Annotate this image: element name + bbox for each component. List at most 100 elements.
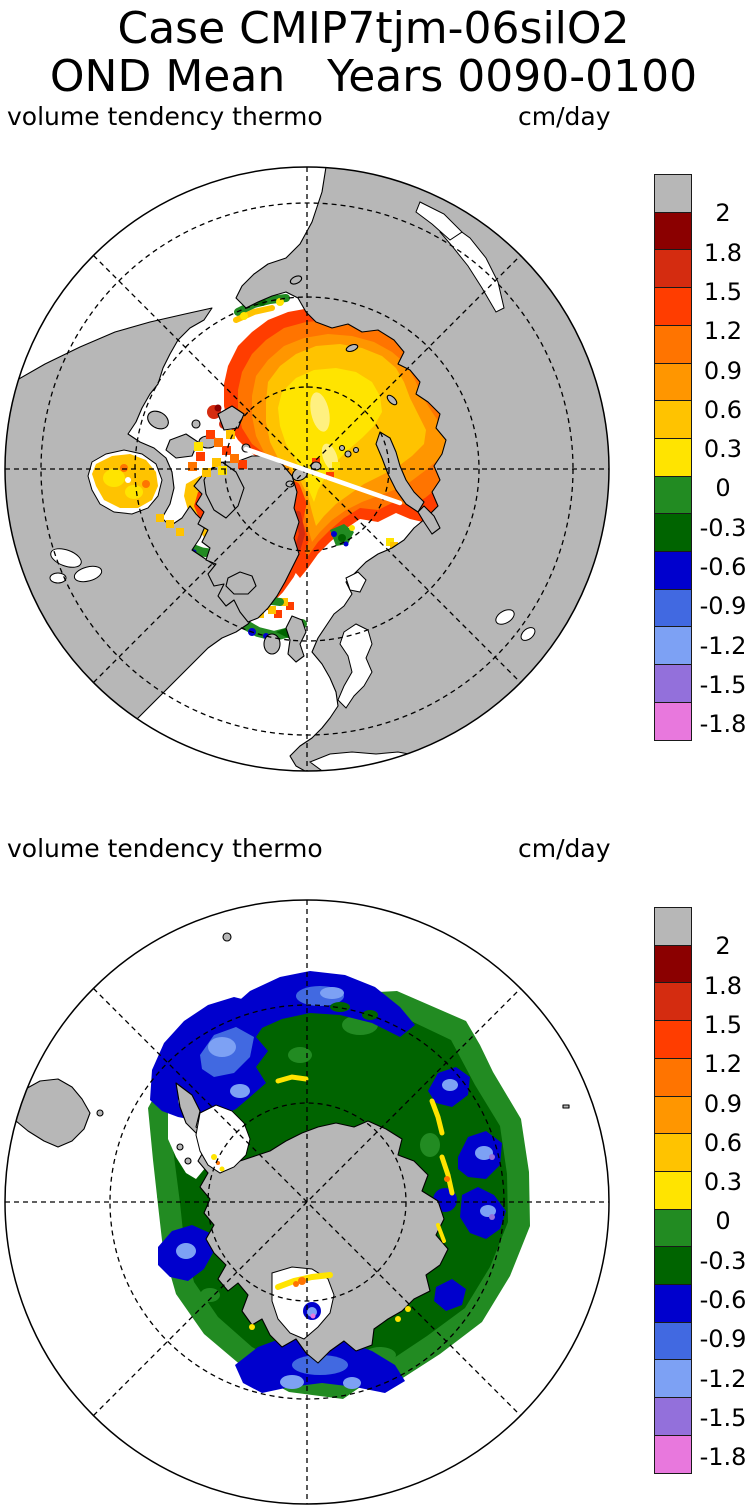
colorbar-tick: -1.5 [699, 670, 747, 699]
pechora-dark-green [338, 534, 346, 542]
colorbar-cell [654, 626, 692, 666]
lake-onega [520, 627, 536, 641]
land-south-america [9, 1078, 91, 1148]
east-coast-orange-dot [444, 1176, 450, 1182]
colorbar-tick: -1.2 [699, 1364, 747, 1393]
weddell-sea-white [195, 1104, 251, 1174]
colorbar-tick: -1.2 [699, 631, 747, 660]
colorbar-cell [654, 1133, 692, 1173]
land-tasmania [440, 1489, 464, 1503]
south-variable-label: volume tendency thermo [7, 834, 323, 863]
colorbar-cell [654, 1208, 692, 1248]
pechora-blue-specks [331, 531, 349, 547]
colorbar-cell [654, 1359, 692, 1399]
island-severnaya-zemlya [386, 394, 398, 406]
island-novaya-zemlya [375, 431, 425, 513]
colorbar-cell [654, 1170, 692, 1211]
colorbar-cell [654, 551, 692, 591]
colorbar-tick: 0 [715, 1207, 731, 1236]
colorbar-cell [654, 400, 692, 440]
north-map-rim [4, 166, 610, 772]
colorbar-tick: 1.2 [703, 1050, 743, 1079]
colorbar-tick: -0.9 [699, 592, 747, 621]
colorbar-cell [654, 1434, 692, 1475]
colorbar-tick: 0.3 [703, 1168, 743, 1197]
south-polar-map [4, 899, 610, 1505]
colorbar-tick: 2 [715, 932, 731, 961]
figure-title-line2: OND Mean Years 0090-0100 [49, 51, 698, 102]
bottom-royal-core [292, 1355, 348, 1375]
colorbar-cell [654, 249, 692, 289]
island-new-siberian [345, 343, 359, 353]
colorbar-cell [654, 1020, 692, 1060]
colorbar-cell [654, 1246, 692, 1286]
island-svalbard-sw [285, 480, 295, 488]
colorbar-cell [654, 287, 692, 327]
south-map-rim [4, 899, 610, 1505]
great-lake [49, 572, 67, 584]
mediterranean-sea [308, 751, 471, 771]
colorbar-cell [654, 907, 692, 947]
colorbar-tick: 1.8 [703, 238, 743, 267]
ross-edge-orange-dots [293, 1277, 306, 1287]
land-iceland [225, 571, 257, 595]
southwest-light-core [176, 1243, 196, 1259]
island-wrangel [289, 275, 303, 285]
north-units-label: cm/day [518, 102, 611, 131]
colorbar-cell [654, 982, 692, 1022]
island-novaya-zemlya-south [417, 505, 441, 535]
colorbar-cell [654, 701, 692, 742]
chukchi-yellow-dots [240, 298, 284, 320]
colorbar-tick: -1.8 [699, 1443, 747, 1472]
east-purple-dots [489, 1154, 495, 1220]
island-baffin [203, 461, 245, 519]
colorbar-cell [654, 1095, 692, 1135]
colorbar-tick: 1.8 [703, 971, 743, 1000]
land-great-britain [285, 615, 307, 663]
ross-orchid-dot [310, 1313, 316, 1319]
latitude-circle [224, 386, 390, 552]
bottom-light-cores [280, 1375, 361, 1389]
scattered-yellow-dots [211, 1154, 411, 1330]
east-coast-yellow-arcs [429, 1098, 455, 1243]
island-falkland [96, 1109, 104, 1117]
island-speck [562, 1104, 570, 1109]
colorbar-cell [654, 1397, 692, 1437]
colorbar-tick: -0.3 [699, 513, 747, 542]
figure-title-line1: Case CMIP7tjm-06silO2 [117, 3, 630, 54]
colorbar-tick: 0.6 [703, 395, 743, 424]
east-greenland-ice-band-core [293, 511, 306, 557]
land-antarctica [175, 1082, 449, 1364]
island-speck [176, 1143, 184, 1151]
blue-band-north-light-core [320, 987, 344, 999]
south-graticule [5, 900, 609, 1504]
colorbar-tick: -0.6 [699, 1286, 747, 1314]
colorbar-cell [654, 211, 692, 251]
colorbar-cell [654, 664, 692, 704]
colorbar-tick: 1.2 [703, 317, 743, 346]
lake-ladoga [495, 609, 515, 625]
land-ireland [263, 633, 281, 655]
colorbar-cell [654, 944, 692, 984]
island-banks [147, 410, 169, 430]
colorbar-tick: -0.6 [699, 553, 747, 581]
colorbar-tick: 0.3 [703, 435, 743, 464]
island-franz-josef [352, 446, 360, 454]
colorbar-tick: 0.9 [703, 356, 743, 385]
sea-of-okhotsk [439, 221, 505, 313]
island-franz-josef [344, 450, 352, 458]
north-coast-yellow [275, 1074, 309, 1084]
colorbar-tick: 0.6 [703, 1128, 743, 1157]
island-victoria [165, 433, 199, 459]
island-franz-josef [338, 444, 346, 452]
great-lake [73, 565, 103, 583]
colorbar-cell [654, 1321, 692, 1362]
north-colorbar: 2 1.8 1.5 1.2 0.9 0.6 0.3 0 -0.3 -0.6 -0… [654, 174, 746, 742]
meridian-line [93, 988, 521, 1416]
archipelago-ice-checkers [188, 430, 247, 477]
island-south-sandwich [222, 932, 232, 942]
white-sea [345, 571, 367, 593]
colorbar-cell [654, 588, 692, 629]
colorbar-tick: 1.5 [703, 1010, 743, 1039]
